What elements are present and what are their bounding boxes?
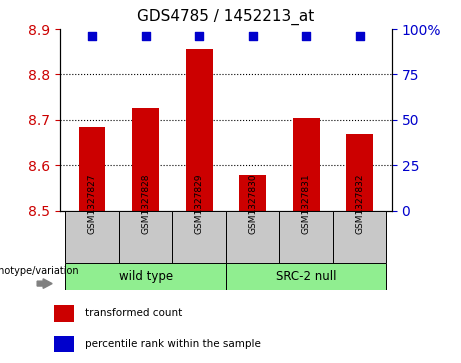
Text: GSM1327830: GSM1327830	[248, 174, 257, 234]
Text: GSM1327831: GSM1327831	[301, 174, 311, 234]
Bar	[132, 109, 159, 211]
Text: SRC-2 null: SRC-2 null	[276, 270, 337, 283]
Bar	[346, 134, 373, 211]
Title: GDS4785 / 1452213_at: GDS4785 / 1452213_at	[137, 9, 314, 25]
Bar	[54, 305, 74, 322]
Bar	[279, 211, 333, 263]
FancyArrow shape	[37, 279, 52, 288]
Bar	[65, 263, 226, 290]
Text: GSM1327828: GSM1327828	[141, 174, 150, 234]
Bar	[54, 335, 74, 352]
Bar	[226, 263, 386, 290]
Bar	[79, 127, 106, 211]
Bar	[186, 49, 213, 211]
Text: wild type: wild type	[118, 270, 173, 283]
Bar	[239, 175, 266, 211]
Text: GSM1327827: GSM1327827	[88, 174, 96, 234]
Point	[302, 33, 310, 39]
Bar	[172, 211, 226, 263]
Text: GSM1327829: GSM1327829	[195, 174, 204, 234]
Point	[356, 33, 363, 39]
Text: genotype/variation: genotype/variation	[0, 266, 79, 276]
Point	[195, 33, 203, 39]
Text: transformed count: transformed count	[85, 309, 183, 318]
Bar	[333, 211, 386, 263]
Bar	[119, 211, 172, 263]
Bar	[293, 118, 319, 211]
Point	[142, 33, 149, 39]
Text: GSM1327832: GSM1327832	[355, 174, 364, 234]
Point	[89, 33, 96, 39]
Bar	[226, 211, 279, 263]
Text: percentile rank within the sample: percentile rank within the sample	[85, 339, 261, 349]
Bar	[65, 211, 119, 263]
Point	[249, 33, 256, 39]
